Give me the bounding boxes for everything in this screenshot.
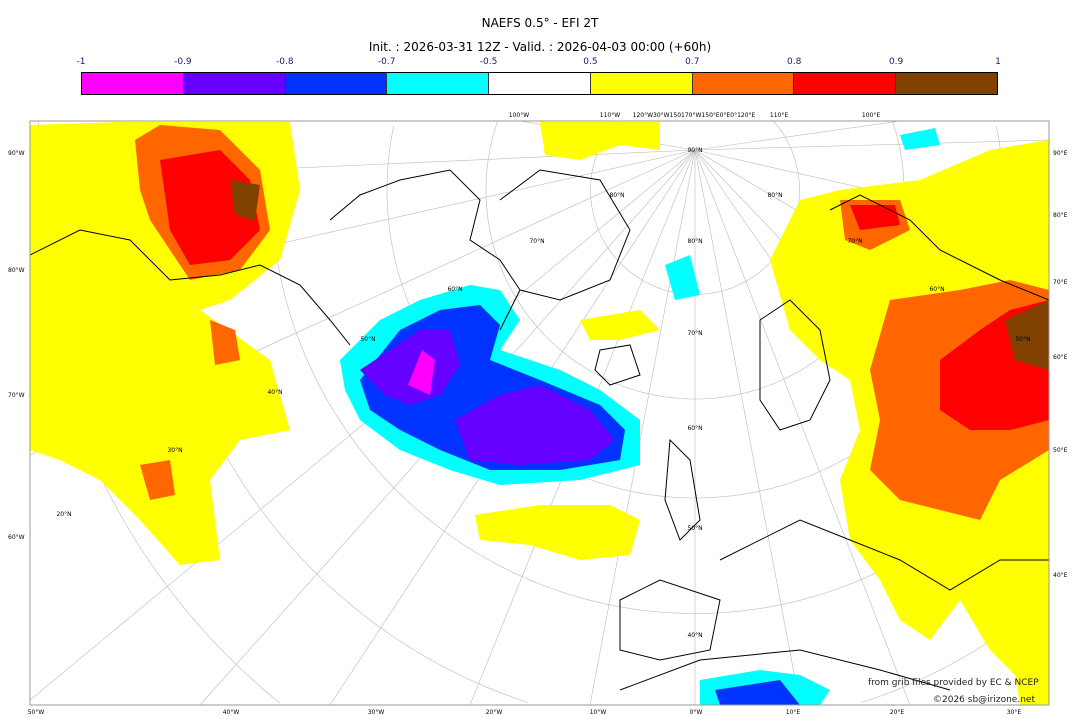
colorbar-segment: [82, 73, 184, 94]
meridian-line: [589, 149, 696, 705]
colorbar-tick: -0.9: [174, 57, 192, 67]
meridian-line: [694, 149, 911, 705]
left-lon-label: 90°W: [8, 150, 25, 157]
map-labels: 90°W 80°W 70°W 60°W 90°E 80°E 70°E 60°E 50°E 40°E…: [8, 112, 1068, 716]
colorbar: [81, 72, 998, 95]
colorbar-segment: [387, 73, 490, 94]
lat-label: 80°N: [687, 238, 702, 245]
efi-area-red: [850, 205, 900, 230]
bottom-lon-label: 10°W: [590, 709, 607, 716]
lat-label: 60°N: [929, 286, 944, 293]
bottom-lon-label: 10°E: [786, 709, 801, 716]
lat-label: 50°N: [687, 525, 702, 532]
lat-label: 90°N: [687, 147, 702, 154]
efi-area-purple: [360, 330, 460, 405]
left-lon-label: 80°W: [8, 267, 25, 274]
efi-area-orange: [140, 460, 175, 500]
efi-area-red: [160, 150, 260, 265]
bottom-lon-label: 20°W: [486, 709, 503, 716]
bottom-lon-label: 20°E: [890, 709, 905, 716]
map-frame: [29, 120, 1050, 706]
chart-title: NAEFS 0.5° - EFI 2T: [481, 16, 599, 30]
bottom-lon-label: 30°W: [368, 709, 385, 716]
efi-area-cyan: [665, 255, 700, 300]
lat-label: 80°N: [767, 192, 782, 199]
meridian-line: [694, 139, 1049, 151]
colorbar-tick: -0.7: [377, 57, 396, 67]
map-area: [30, 121, 1049, 705]
efi-area-cyan: [900, 128, 940, 150]
colorbar-tick: -0.5: [479, 57, 498, 67]
lat-label: 80°N: [609, 192, 624, 199]
colorbar-segment: [183, 73, 286, 94]
colorbar-segment: [692, 73, 795, 94]
efi-area-brown: [1005, 300, 1049, 370]
colorbar-segment: [896, 73, 998, 94]
bottom-lon-label: 30°E: [1007, 709, 1022, 716]
top-lon-label: 110°W: [600, 112, 620, 119]
efi-field: [30, 122, 1049, 705]
meridian-line: [694, 149, 801, 705]
top-lon-label: 110°E: [770, 112, 788, 119]
lat-label: 40°N: [267, 389, 282, 396]
right-lon-label: 50°E: [1053, 447, 1068, 454]
parallel-line: [892, 121, 905, 190]
efi-area-purple: [455, 385, 615, 465]
bottom-lon-label: 0°W: [690, 709, 703, 716]
chart-subtitle: Init. : 2026-03-31 12Z - Valid. : 2026-0…: [368, 40, 712, 54]
colorbar-tick: 0.5: [583, 57, 598, 67]
efi-area-orange: [210, 320, 240, 365]
right-lon-label: 70°E: [1053, 279, 1068, 286]
credit-copyright: ©2026 sb@irizone.net: [933, 695, 1035, 705]
right-lon-label: 40°E: [1053, 572, 1068, 579]
lat-label: 40°N: [687, 632, 702, 639]
lat-label: 20°N: [56, 511, 71, 518]
meridian-line: [694, 121, 901, 151]
lat-label: 50°N: [1015, 336, 1030, 343]
lat-label: 60°N: [687, 425, 702, 432]
colorbar-tick: -0.8: [275, 57, 294, 67]
left-lon-label: 60°W: [8, 534, 25, 541]
efi-area-brown: [230, 180, 260, 220]
lat-label: 60°N: [447, 286, 462, 293]
credit-source: from grib files provided by EC & NCEP: [868, 678, 1039, 688]
meridian-line: [30, 149, 696, 701]
lat-label: 70°N: [529, 238, 544, 245]
top-lon-label: 100°E: [862, 112, 880, 119]
right-lon-label: 60°E: [1053, 354, 1068, 361]
colorbar-tick: 0.8: [787, 57, 802, 67]
top-lon-label: 100°W: [509, 112, 529, 119]
efi-area-yellow: [1010, 610, 1049, 705]
colorbar-tick: 0.7: [685, 57, 700, 67]
colorbar-segment: [794, 73, 897, 94]
parallel-line: [773, 121, 800, 190]
efi-area-magenta: [408, 350, 435, 395]
coastlines: [30, 169, 1049, 691]
lat-label: 30°N: [167, 447, 182, 454]
colorbar-segment: [489, 73, 591, 94]
top-lon-label: 120°W30°W150170°W150°E0°E0°120°E: [633, 112, 756, 119]
left-lon-label: 70°W: [8, 392, 25, 399]
lat-label: 70°N: [847, 238, 862, 245]
right-lon-label: 90°E: [1053, 150, 1068, 157]
right-lon-label: 80°E: [1053, 212, 1068, 219]
efi-area-blue: [715, 680, 800, 705]
colorbar-tick: 0.9: [888, 57, 904, 67]
lat-label: 50°N: [360, 336, 375, 343]
lat-label: 70°N: [687, 330, 702, 337]
colorbar-tick: 1: [995, 57, 1001, 67]
colorbar-segment: [285, 73, 388, 94]
bottom-lon-label: 40°W: [223, 709, 240, 716]
efi-area-yellow: [580, 310, 660, 340]
efi-area-yellow: [540, 122, 660, 160]
colorbar-tick: -1: [76, 57, 86, 67]
efi-area-yellow: [475, 505, 640, 560]
bottom-lon-label: 50°W: [28, 709, 45, 716]
colorbar-segment: [590, 73, 693, 94]
